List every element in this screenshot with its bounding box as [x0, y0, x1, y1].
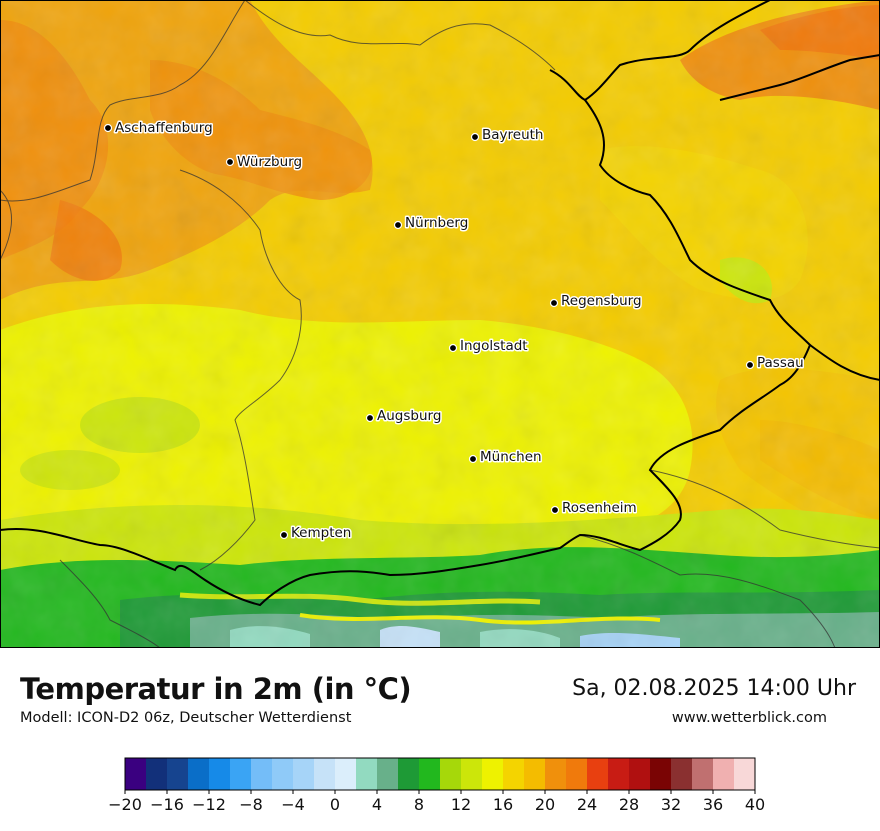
legend-tick-label: 36: [703, 795, 723, 814]
legend-swatch: [440, 758, 462, 790]
svg-text:Bayreuth: Bayreuth: [482, 127, 544, 143]
legend-tick-label: 40: [745, 795, 765, 814]
svg-text:Nürnberg: Nürnberg: [405, 215, 468, 231]
legend-tick-label: 0: [330, 795, 340, 814]
svg-text:Rosenheim: Rosenheim: [562, 500, 637, 516]
legend-swatch: [650, 758, 672, 790]
legend-tick-label: −4: [281, 795, 305, 814]
legend-tick-label: 16: [493, 795, 513, 814]
city-ingolstadt: Ingolstadt: [448, 337, 529, 356]
city-rosenheim: Rosenheim: [550, 499, 638, 518]
city-augsburg: Augsburg: [365, 407, 443, 426]
legend-swatch: [272, 758, 294, 790]
color-legend: −20 −16 −12 −8 −4 0 4 8 12 16 20 24 28 32 36 40: [100, 756, 780, 826]
city-muenchen: München: [468, 448, 543, 467]
legend-swatch: [188, 758, 210, 790]
svg-text:Passau: Passau: [757, 355, 804, 371]
city-regensburg: Regensburg: [549, 292, 643, 311]
legend-swatch: [293, 758, 315, 790]
legend-swatch: [398, 758, 420, 790]
legend-swatch: [209, 758, 231, 790]
legend-tick-label: 28: [619, 795, 639, 814]
legend-frame: [124, 757, 756, 791]
svg-text:Augsburg: Augsburg: [377, 408, 441, 424]
legend-swatch: [713, 758, 735, 790]
legend-swatch: [566, 758, 588, 790]
legend-swatch: [545, 758, 567, 790]
legend-swatch: [230, 758, 252, 790]
city-kempten: Kempten: [279, 524, 353, 543]
legend-tick-label: −20: [108, 795, 142, 814]
legend-tick-label: −16: [150, 795, 184, 814]
map-canvas: Aschaffenburg Würzburg Bayreuth Nürnberg…: [0, 0, 880, 648]
map-title: Temperatur in 2m (in °C): [20, 672, 412, 706]
city-passau: Passau: [745, 354, 805, 373]
legend-tick-label: 8: [414, 795, 424, 814]
legend-tick-label: −8: [239, 795, 263, 814]
legend-swatch: [377, 758, 399, 790]
legend-swatch: [335, 758, 357, 790]
website-link[interactable]: www.wetterblick.com: [671, 710, 827, 726]
svg-text:Kempten: Kempten: [291, 525, 351, 541]
city-bayreuth: Bayreuth: [470, 126, 545, 145]
legend-swatch: [419, 758, 441, 790]
legend-swatch: [356, 758, 378, 790]
forecast-datetime: Sa, 02.08.2025 14:00 Uhr: [572, 676, 856, 701]
city-nuernberg: Nürnberg: [393, 214, 470, 233]
city-aschaffenburg: Aschaffenburg: [103, 119, 214, 138]
legend-tick-label: 32: [661, 795, 681, 814]
svg-text:München: München: [480, 449, 542, 465]
legend-swatch: [671, 758, 693, 790]
legend-swatch: [314, 758, 336, 790]
legend-swatch: [125, 758, 147, 790]
legend-svg: −20 −16 −12 −8 −4 0 4 8 12 16 20 24 28 32 36 40: [108, 757, 765, 814]
legend-swatch: [146, 758, 168, 790]
svg-text:Würzburg: Würzburg: [237, 154, 302, 170]
legend-swatch: [608, 758, 630, 790]
model-subtitle: Modell: ICON-D2 06z, Deutscher Wetterdie…: [20, 710, 352, 726]
legend-swatch: [587, 758, 609, 790]
state-borders: [0, 0, 880, 648]
legend-tick-label: 4: [372, 795, 382, 814]
noise-texture: [0, 0, 880, 648]
legend-tick-label: 20: [535, 795, 555, 814]
legend-tick-label: −12: [192, 795, 226, 814]
legend-tick-label: 12: [451, 795, 471, 814]
legend-swatch: [503, 758, 525, 790]
legend-swatch: [629, 758, 651, 790]
legend-swatch: [167, 758, 189, 790]
legend-swatch: [524, 758, 546, 790]
legend-swatch: [734, 758, 756, 790]
city-markers: Aschaffenburg Würzburg Bayreuth Nürnberg…: [103, 119, 805, 543]
footer: Temperatur in 2m (in °C) Modell: ICON-D2…: [0, 648, 880, 830]
legend-swatch: [482, 758, 504, 790]
svg-text:Aschaffenburg: Aschaffenburg: [115, 120, 213, 136]
legend-swatch: [461, 758, 483, 790]
legend-swatch: [251, 758, 273, 790]
country-borders: [0, 0, 880, 607]
svg-text:Ingolstadt: Ingolstadt: [460, 338, 528, 354]
temperature-map: Aschaffenburg Würzburg Bayreuth Nürnberg…: [0, 0, 880, 648]
svg-text:Regensburg: Regensburg: [561, 293, 642, 309]
city-wuerzburg: Würzburg: [225, 153, 304, 172]
legend-swatch: [692, 758, 714, 790]
legend-tick-label: 24: [577, 795, 597, 814]
